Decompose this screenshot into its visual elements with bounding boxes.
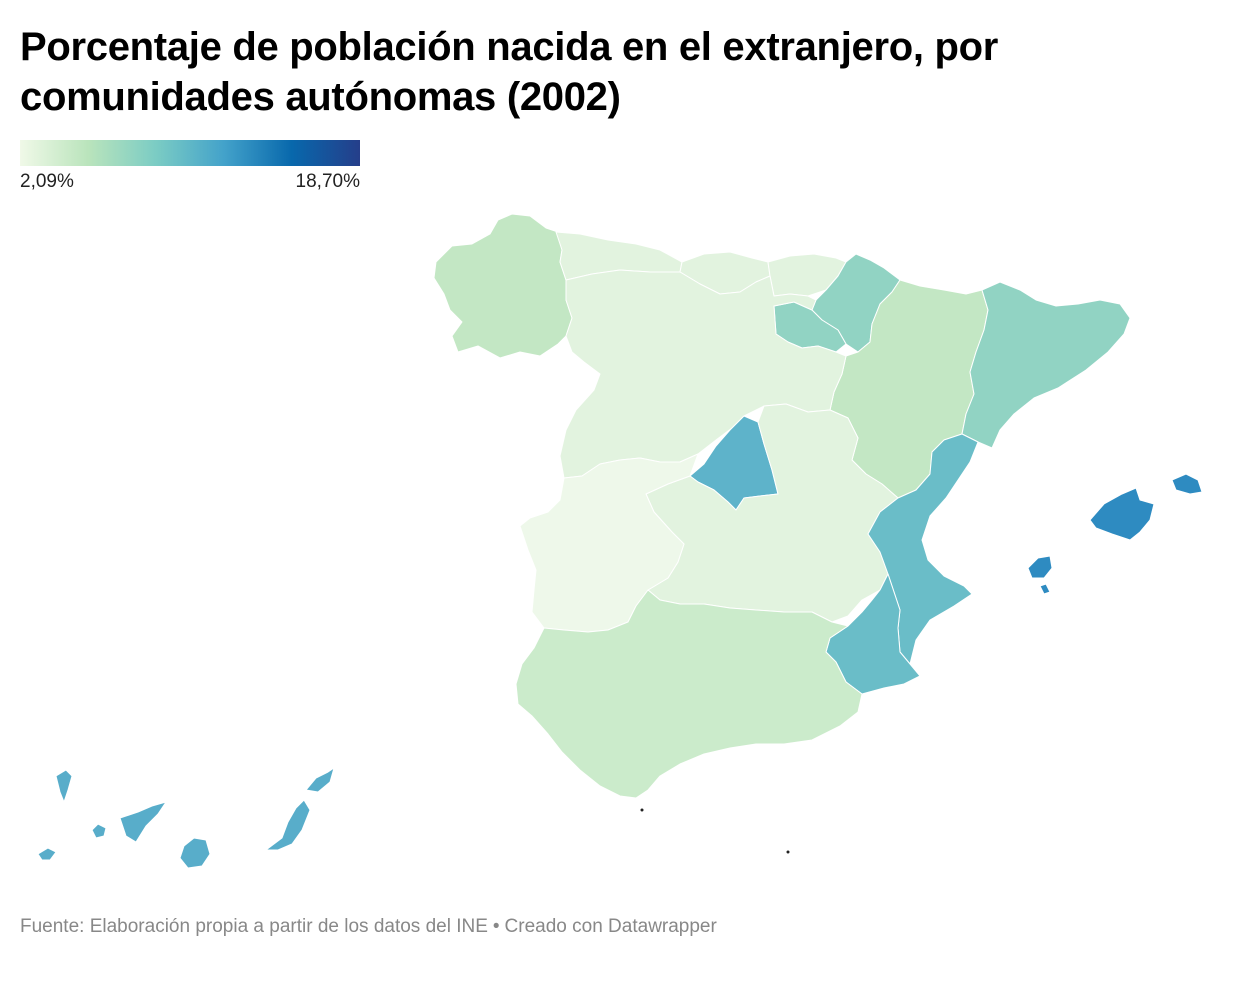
region-murcia[interactable] [825,573,921,695]
region-canarias-el-hierro[interactable] [37,847,57,861]
region-extremadura[interactable] [519,453,699,633]
footer-source: Fuente: Elaboración propia a partir de l… [20,916,717,938]
credit-text: Creado con Datawrapper [504,916,717,937]
region-melilla[interactable] [785,849,791,855]
region-canarias-tenerife[interactable] [119,801,167,843]
region-canarias-lanzarote[interactable] [305,767,335,793]
region-canarias-fuerteventura[interactable] [265,799,311,851]
region-cataluna[interactable] [961,281,1131,449]
footer-separator: • [492,916,500,937]
region-baleares-mallorca[interactable] [1089,487,1155,541]
region-galicia[interactable] [433,213,573,359]
region-baleares-ibiza[interactable] [1027,555,1053,579]
region-baleares-menorca[interactable] [1171,473,1203,495]
region-comunidad-valenciana[interactable] [867,433,979,665]
legend-gradient-bar [20,140,360,166]
color-legend: 2,09% 18,70% [20,140,360,195]
source-text: Fuente: Elaboración propia a partir de l… [20,916,488,937]
legend-max-label: 18,70% [295,171,360,192]
region-andalucia[interactable] [515,589,863,799]
chart-title: Porcentaje de población nacida en el ext… [20,25,999,119]
region-canarias-la-palma[interactable] [55,769,73,803]
region-canarias-gran-canaria[interactable] [179,837,211,869]
region-baleares-formentera[interactable] [1039,583,1051,595]
legend-labels: 2,09% 18,70% [20,171,360,195]
region-canarias-la-gomera[interactable] [91,823,107,839]
region-ceuta[interactable] [639,807,645,813]
legend-min-label: 2,09% [20,171,74,192]
